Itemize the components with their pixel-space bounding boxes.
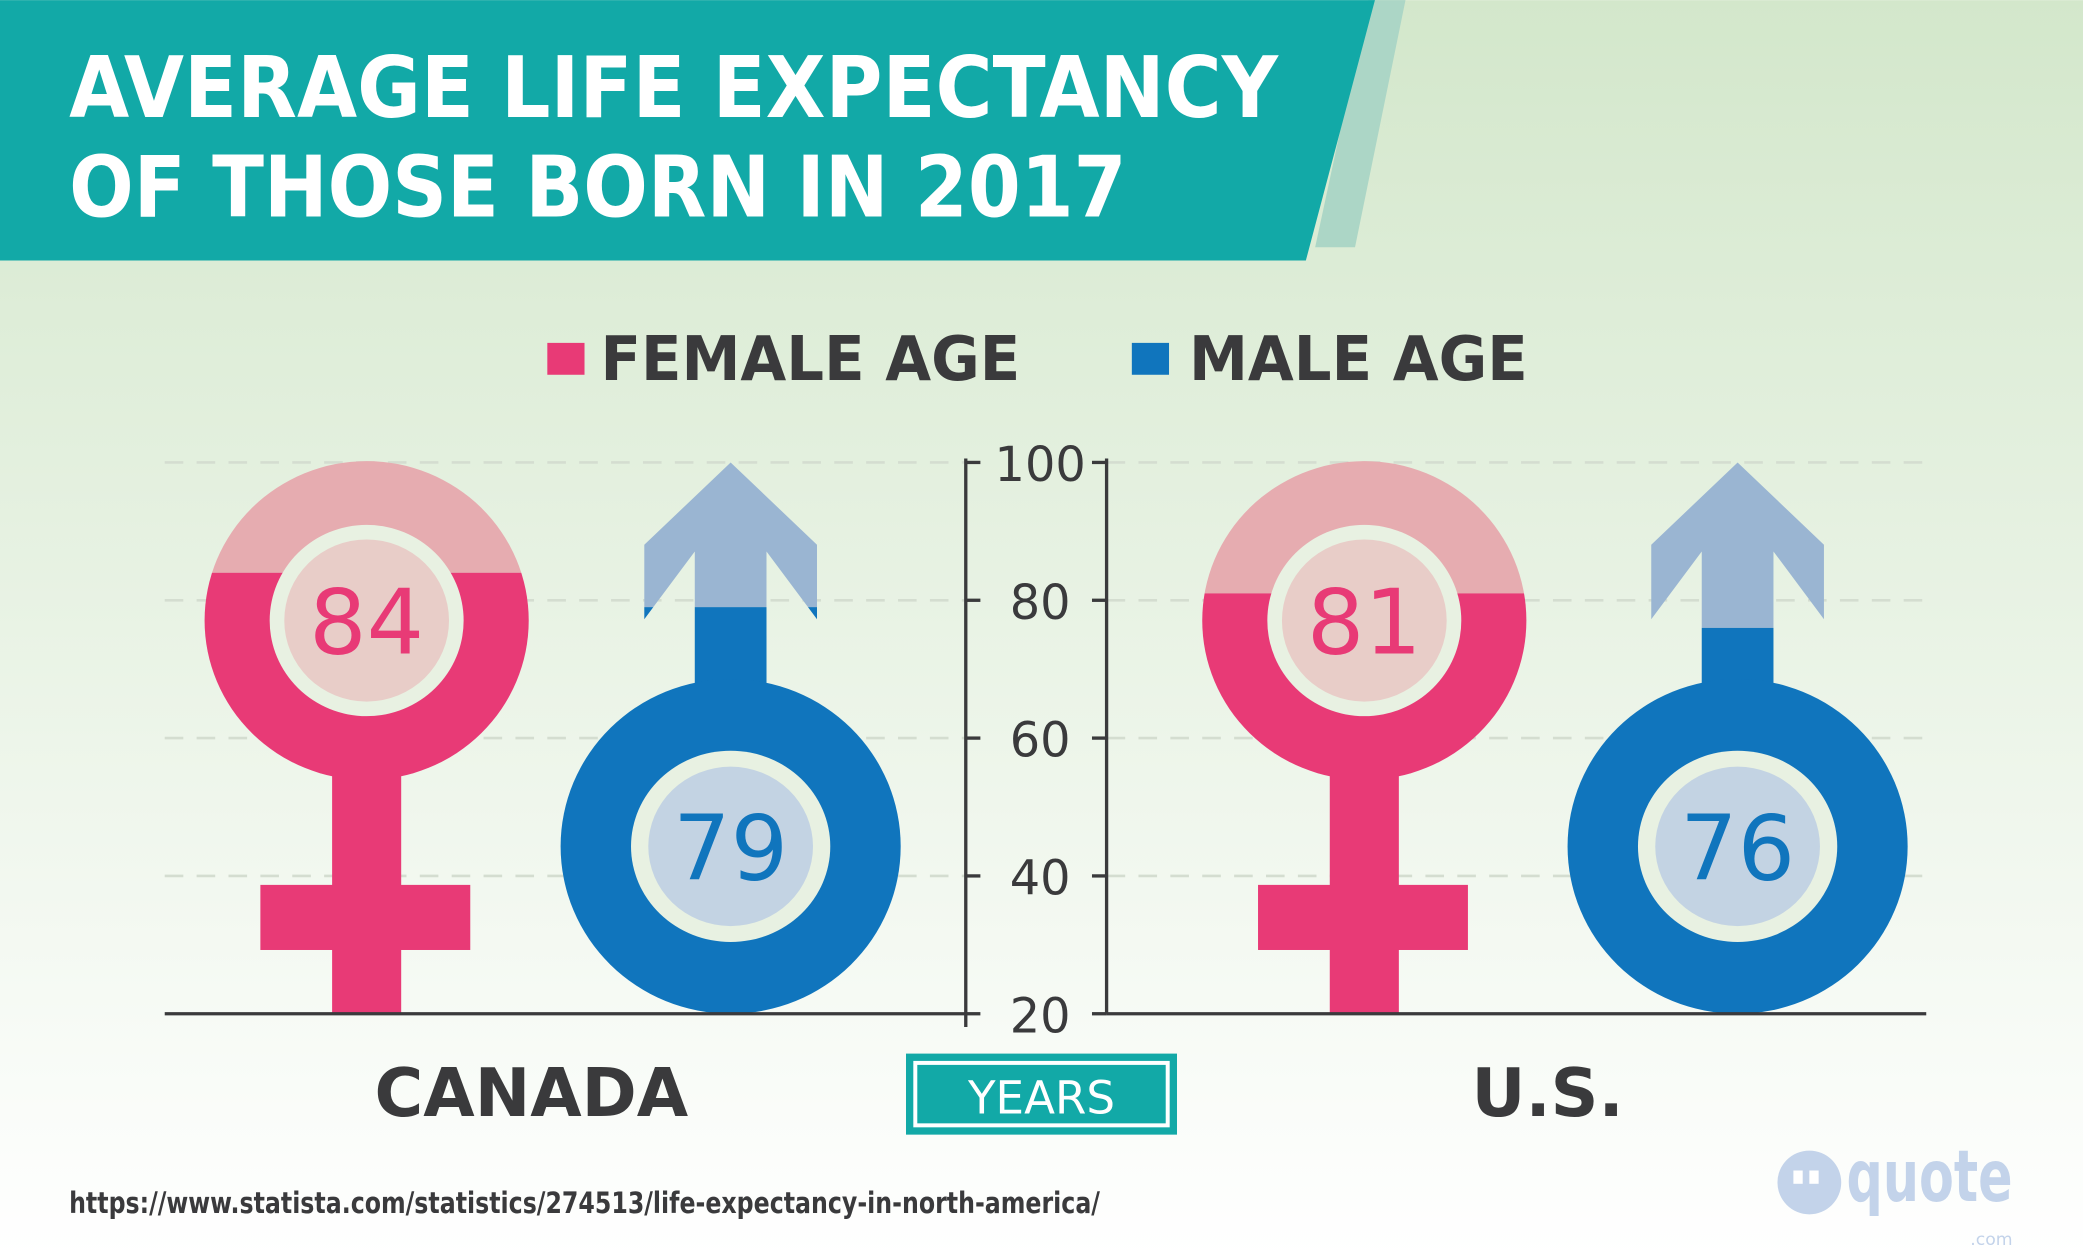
legend-swatch-female xyxy=(547,342,585,375)
female-symbol-icon: 81 xyxy=(1202,461,1527,1014)
female-inner-disk xyxy=(1281,539,1447,702)
y-tick-label: 60 xyxy=(1010,714,1071,769)
male-symbol-icon: 79 xyxy=(560,462,901,1014)
male-shape xyxy=(1651,462,1824,628)
female-ring xyxy=(212,461,522,573)
male-arrow xyxy=(644,607,817,705)
logo-text: quote xyxy=(1847,1134,2013,1218)
female-crossbar xyxy=(260,884,471,950)
y-axis: 100 80 60 40 20 xyxy=(164,438,1927,1044)
male-symbol-icon: 76 xyxy=(1567,462,1908,1014)
legend-swatch-male xyxy=(1131,342,1170,375)
male-shape xyxy=(644,462,817,608)
quote-logo: quote .com xyxy=(1777,1134,2013,1250)
female-inner-disk xyxy=(284,539,450,702)
y-tick-label: 20 xyxy=(1010,989,1071,1044)
male-inner-disk xyxy=(1655,766,1820,927)
title-banner xyxy=(0,0,1375,261)
source-url: https://www.statista.com/statistics/2745… xyxy=(69,1186,1100,1220)
male-arrow xyxy=(1651,462,1824,628)
female-shape xyxy=(212,461,522,573)
chart-marks: 84 79 81 76 xyxy=(204,461,1908,1014)
y-axis-title: YEARS xyxy=(967,1071,1115,1124)
female-value-label: 84 xyxy=(309,571,424,676)
female-symbol-icon: 84 xyxy=(204,461,529,1014)
category-label-us: U.S. xyxy=(1472,1054,1624,1132)
legend: FEMALE AGE MALE AGE xyxy=(547,324,1528,395)
y-tick-label: 100 xyxy=(995,438,1086,493)
title-line-1: AVERAGE LIFE EXPECTANCY xyxy=(69,39,1279,138)
title-line-2: OF THOSE BORN IN 2017 xyxy=(69,139,1126,238)
years-label-box xyxy=(905,1053,1178,1135)
legend-label-female: FEMALE AGE xyxy=(600,324,1020,395)
legend-label-male: MALE AGE xyxy=(1189,324,1528,395)
logo-suffix: .com xyxy=(1970,1230,2012,1250)
female-value-label: 81 xyxy=(1307,571,1422,676)
y-tick-label: 40 xyxy=(1010,852,1071,907)
years-label-inner-border xyxy=(913,1060,1170,1128)
title-banner-shadow xyxy=(1315,0,1406,248)
male-inner-disk xyxy=(648,766,814,927)
male-value-label: 76 xyxy=(1680,797,1795,902)
male-arrow xyxy=(644,462,817,608)
y-tick-label: 80 xyxy=(1010,576,1071,631)
male-value-label: 79 xyxy=(673,797,788,902)
female-crossbar xyxy=(1258,884,1468,950)
category-label-canada: CANADA xyxy=(375,1054,689,1132)
